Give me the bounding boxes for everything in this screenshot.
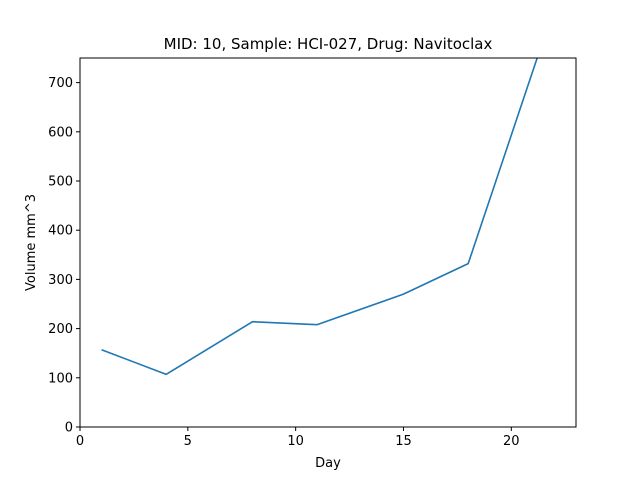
y-tick-label: 700: [48, 76, 73, 91]
x-tick-label: 5: [184, 434, 192, 449]
y-axis-ticks: 0 100 200 300 400 500 600 700: [48, 76, 80, 436]
x-tick-label: 20: [503, 434, 520, 449]
x-axis-ticks: 0 5 10 15 20: [76, 427, 520, 449]
y-tick-label: 600: [48, 125, 73, 140]
y-axis-label: Volume mm^3: [24, 194, 39, 291]
chart-title: MID: 10, Sample: HCI-027, Drug: Navitocl…: [164, 35, 493, 53]
series-layer: [101, 58, 538, 376]
x-tick-label: 0: [76, 434, 84, 449]
y-tick-label: 500: [48, 175, 73, 190]
y-tick-label: 0: [65, 421, 73, 436]
series-line-1: [101, 58, 538, 376]
y-tick-label: 200: [48, 322, 73, 337]
y-tick-label: 100: [48, 371, 73, 386]
y-tick-label: 300: [48, 273, 73, 288]
axes-frame: [79, 57, 577, 428]
y-tick-label: 400: [48, 224, 73, 239]
x-tick-label: 10: [287, 434, 304, 449]
x-tick-label: 15: [395, 434, 412, 449]
x-axis-label: Day: [315, 456, 341, 471]
